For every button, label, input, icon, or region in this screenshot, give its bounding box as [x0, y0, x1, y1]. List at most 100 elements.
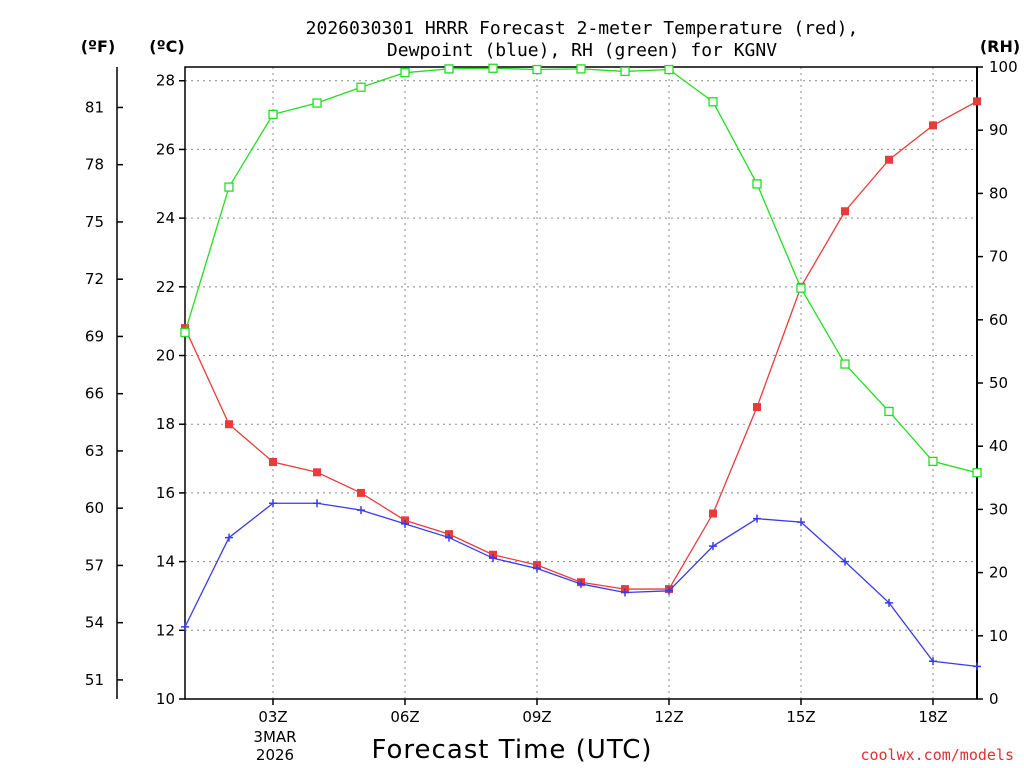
temperature-line: [184, 100, 978, 590]
dewpoint-point: [929, 657, 937, 666]
credit-text[interactable]: coolwx.com/models: [860, 746, 1014, 764]
rh-point: [180, 327, 190, 338]
fahrenheit-tick-label: 54: [85, 614, 104, 632]
dewpoint-point: [841, 557, 849, 566]
rh-point: [532, 64, 542, 75]
temperature-point: [709, 509, 717, 518]
rh-point: [664, 64, 674, 75]
rh-unit-label: (RH): [980, 37, 1020, 56]
axes: [116, 66, 983, 705]
rh-point: [312, 98, 322, 108]
fahrenheit-tick-label: 78: [85, 156, 104, 174]
dewpoint-point: [269, 499, 277, 508]
temperature-point: [269, 458, 277, 466]
celsius-tick-label: 20: [156, 347, 175, 365]
temperature-point: [313, 468, 321, 477]
rh-point: [752, 179, 762, 189]
rh-tick-label: 50: [989, 374, 1008, 392]
rh-tick-label: 100: [989, 58, 1018, 76]
rh-point: [972, 468, 982, 478]
rh-point: [928, 456, 938, 467]
rh-line: [184, 67, 978, 474]
dewpoint-point: [313, 499, 321, 508]
fahrenheit-tick-label: 57: [85, 556, 104, 574]
temperature-point: [225, 420, 233, 429]
rh-tick-label: 20: [989, 564, 1008, 582]
rh-point: [840, 359, 850, 369]
fahrenheit-tick-label: 69: [85, 327, 104, 345]
fahrenheit-tick-label: 66: [85, 385, 104, 403]
rh-tick-label: 90: [989, 121, 1008, 139]
x-tick-label: 15Z: [786, 708, 815, 726]
data-series: [180, 63, 982, 671]
rh-point: [708, 97, 718, 107]
rh-point: [268, 109, 278, 120]
dewpoint-point: [357, 506, 365, 515]
dewpoint-point: [709, 542, 717, 551]
celsius-tick-label: 28: [156, 72, 175, 90]
rh-point: [356, 82, 366, 92]
fahrenheit-tick-label: 72: [85, 270, 104, 288]
fahrenheit-tick-label: 75: [85, 213, 104, 231]
fahrenheit-tick-label: 63: [85, 442, 104, 460]
x-tick-label: 03Z: [258, 708, 287, 726]
fahrenheit-tick-label: 60: [85, 499, 104, 517]
dewpoint-point: [445, 533, 453, 542]
x-tick-label: 09Z: [522, 708, 551, 726]
celsius-tick-label: 22: [156, 278, 175, 296]
dewpoint-point: [401, 519, 409, 528]
rh-point: [620, 66, 630, 77]
dewpoint-point: [225, 533, 233, 542]
dewpoint-point: [577, 579, 585, 588]
temperature-point: [841, 207, 849, 216]
temperature-point: [753, 403, 761, 412]
celsius-tick-label: 18: [156, 415, 175, 433]
celsius-tick-label: 14: [156, 553, 175, 571]
x-axis-title: Forecast Time (UTC): [371, 735, 652, 765]
temperature-point: [973, 97, 981, 106]
dewpoint-point: [489, 554, 497, 563]
fahrenheit-unit-label: (ºF): [81, 37, 116, 56]
chart-title-line2: Dewpoint (blue), RH (green) for KGNV: [387, 40, 777, 61]
rh-point: [796, 283, 806, 293]
dewpoint-point: [621, 588, 629, 597]
x-tick-label: 06Z: [390, 708, 419, 726]
dewpoint-point: [797, 518, 805, 527]
rh-point: [884, 406, 894, 417]
rh-point: [224, 182, 234, 192]
rh-point: [400, 68, 410, 78]
rh-point: [576, 64, 586, 74]
series-dewpoint: [181, 499, 981, 671]
fahrenheit-tick-label: 51: [85, 671, 104, 689]
date-label-year: 2026: [256, 746, 294, 764]
date-label-month: 3MAR: [253, 728, 296, 746]
rh-tick-label: 80: [989, 184, 1008, 202]
dewpoint-point: [885, 598, 893, 607]
chart-title-line1: 2026030301 HRRR Forecast 2-meter Tempera…: [306, 18, 859, 39]
rh-tick-label: 60: [989, 311, 1008, 329]
dewpoint-point: [753, 514, 761, 523]
tick-labels: 10 12 14 16 18 20 22 24 26 28 51 54 57 60 63 66 69 72 75 78…: [85, 58, 1018, 726]
celsius-tick-label: 26: [156, 140, 175, 158]
rh-point: [444, 64, 454, 74]
rh-point: [488, 63, 498, 73]
celsius-tick-label: 16: [156, 484, 175, 502]
temperature-point: [357, 488, 365, 497]
celsius-unit-label: (ºC): [149, 37, 184, 56]
rh-tick-label: 70: [989, 248, 1008, 266]
x-tick-label: 12Z: [654, 708, 683, 726]
grid-lines: [185, 67, 977, 699]
series-temperature: [181, 97, 981, 594]
rh-tick-label: 40: [989, 437, 1008, 455]
temperature-point: [885, 155, 893, 164]
rh-tick-label: 30: [989, 500, 1008, 518]
dewpoint-point: [533, 564, 541, 573]
celsius-tick-label: 24: [156, 209, 175, 227]
rh-tick-label: 0: [989, 690, 999, 708]
rh-tick-label: 10: [989, 627, 1008, 645]
fahrenheit-tick-label: 81: [85, 98, 104, 116]
dewpoint-point: [181, 622, 189, 631]
dewpoint-point: [665, 586, 673, 595]
plot-frame: [184, 66, 978, 700]
